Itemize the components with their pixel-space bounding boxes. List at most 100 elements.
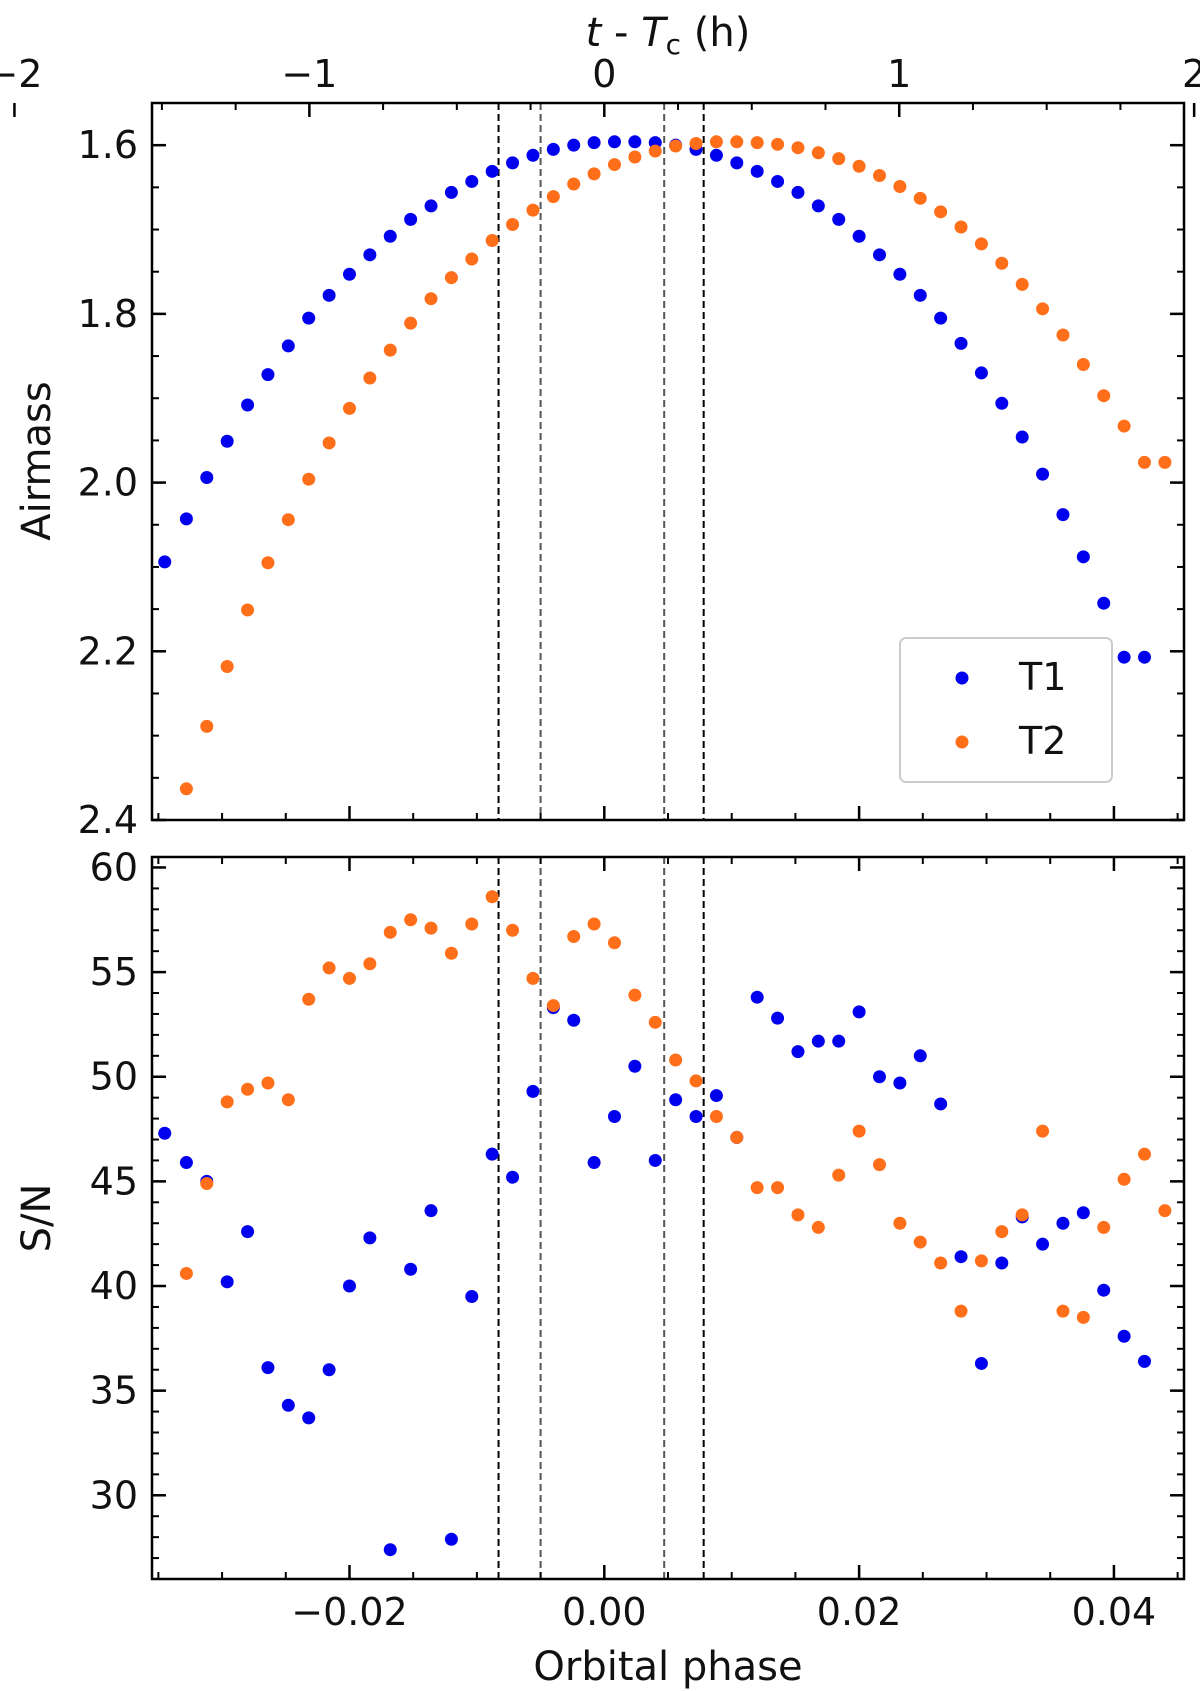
snr-point-t1-45 bbox=[1076, 1206, 1090, 1220]
airmass-point-t2-16 bbox=[506, 217, 520, 231]
snr-vlines bbox=[497, 857, 705, 1579]
snr-point-t1-33 bbox=[832, 1034, 846, 1048]
snr-point-t1-18 bbox=[526, 1084, 540, 1098]
snr-point-t1-11 bbox=[383, 1543, 397, 1557]
airmass-point-t1-43 bbox=[1036, 467, 1050, 481]
snr-point-t2-39 bbox=[974, 1254, 988, 1268]
snr-point-t2-11 bbox=[404, 913, 418, 927]
airmass-point-t2-38 bbox=[954, 220, 968, 234]
airmass-point-t2-12 bbox=[424, 292, 438, 306]
airmass-point-t2-40 bbox=[995, 256, 1009, 270]
top-axis-title-t: t bbox=[586, 10, 603, 56]
snr-xtick-label-1: 0.00 bbox=[562, 1590, 647, 1634]
airmass-point-t2-42 bbox=[1036, 302, 1050, 316]
snr-point-t1-8 bbox=[322, 1363, 336, 1377]
airmass-point-t2-7 bbox=[322, 436, 336, 450]
airmass-point-t2-34 bbox=[872, 169, 886, 183]
snr-point-t1-23 bbox=[628, 1059, 642, 1073]
airmass-point-t2-0 bbox=[179, 782, 193, 796]
snr-point-t1-30 bbox=[771, 1011, 785, 1025]
snr-point-t2-25 bbox=[689, 1074, 703, 1088]
airmass-point-t1-22 bbox=[607, 135, 621, 149]
airmass-point-t1-2 bbox=[200, 471, 214, 485]
snr-point-t2-43 bbox=[1056, 1304, 1070, 1318]
airmass-point-t1-31 bbox=[791, 185, 805, 199]
snr-ytick-label-3: 45 bbox=[90, 1159, 138, 1203]
snr-point-t2-24 bbox=[669, 1053, 683, 1067]
legend-marker-t1 bbox=[955, 671, 969, 685]
snr-point-t2-2 bbox=[220, 1095, 234, 1109]
airmass-point-t2-3 bbox=[241, 603, 255, 617]
snr-point-t2-47 bbox=[1138, 1147, 1152, 1161]
snr-point-t1-31 bbox=[791, 1045, 805, 1059]
legend-label-t1: T1 bbox=[1018, 655, 1066, 699]
hour-tick-label-2: 0 bbox=[592, 52, 616, 96]
snr-xtick-label-3: 0.04 bbox=[1072, 1590, 1157, 1634]
airmass-ytick-label-4: 2.4 bbox=[78, 798, 138, 842]
airmass-point-t1-13 bbox=[424, 199, 438, 213]
airmass-point-t2-17 bbox=[526, 203, 540, 217]
airmass-point-t2-25 bbox=[689, 136, 703, 150]
snr-point-t1-15 bbox=[465, 1289, 479, 1303]
snr-point-t2-23 bbox=[648, 1015, 662, 1029]
airmass-point-t2-44 bbox=[1076, 357, 1090, 371]
airmass-point-t1-15 bbox=[465, 174, 479, 188]
snr-point-t1-14 bbox=[444, 1532, 458, 1546]
snr-point-t2-35 bbox=[893, 1216, 907, 1230]
snr-points bbox=[158, 890, 1172, 1557]
airmass-ytick-label-2: 2.0 bbox=[78, 461, 138, 505]
snr-point-t1-43 bbox=[1036, 1237, 1050, 1251]
snr-point-t1-39 bbox=[954, 1250, 968, 1264]
snr-frame bbox=[150, 855, 1186, 1581]
airmass-point-t2-15 bbox=[485, 233, 499, 247]
snr-point-t2-48 bbox=[1158, 1204, 1172, 1218]
top-axis-title: t - Tc (h) bbox=[586, 10, 751, 61]
airmass-point-t1-37 bbox=[913, 288, 927, 302]
airmass-point-t1-47 bbox=[1117, 650, 1131, 664]
airmass-point-t2-26 bbox=[709, 135, 723, 149]
snr-point-t2-44 bbox=[1076, 1310, 1090, 1324]
airmass-points bbox=[158, 135, 1172, 796]
snr-point-t2-5 bbox=[281, 1093, 295, 1107]
snr-point-t1-38 bbox=[934, 1097, 948, 1111]
airmass-point-t1-29 bbox=[750, 164, 764, 178]
airmass-point-t2-27 bbox=[730, 135, 744, 149]
airmass-point-t1-28 bbox=[730, 156, 744, 170]
airmass-point-t2-39 bbox=[974, 237, 988, 251]
airmass-point-t1-21 bbox=[587, 136, 601, 150]
airmass-point-t2-24 bbox=[669, 139, 683, 153]
airmass-point-t1-35 bbox=[872, 248, 886, 262]
airmass-point-t2-47 bbox=[1138, 455, 1152, 469]
airmass-ytick-label-0: 1.6 bbox=[78, 123, 138, 167]
hour-tick-label-1: −1 bbox=[281, 52, 337, 96]
snr-point-t2-46 bbox=[1117, 1172, 1131, 1186]
airmass-point-t1-0 bbox=[158, 555, 172, 569]
snr-point-t1-1 bbox=[179, 1156, 193, 1170]
snr-point-t2-21 bbox=[607, 936, 621, 950]
airmass-point-t1-48 bbox=[1138, 650, 1152, 664]
airmass-point-t1-44 bbox=[1056, 508, 1070, 522]
hour-tick-label-0: −2 bbox=[0, 52, 42, 96]
airmass-point-t2-37 bbox=[934, 205, 948, 219]
snr-point-t2-36 bbox=[913, 1235, 927, 1249]
airmass-point-t1-32 bbox=[811, 199, 825, 213]
airmass-ytick-label-1: 1.8 bbox=[78, 292, 138, 336]
airmass-point-t1-5 bbox=[261, 368, 275, 382]
snr-point-t1-10 bbox=[363, 1231, 377, 1245]
airmass-point-t1-19 bbox=[546, 142, 560, 156]
snr-point-t1-24 bbox=[648, 1153, 662, 1167]
hour-tick-label-4: 2 bbox=[1182, 52, 1200, 96]
snr-xlabel: Orbital phase bbox=[533, 1644, 802, 1690]
snr-point-t1-27 bbox=[709, 1089, 723, 1103]
snr-point-t1-44 bbox=[1056, 1216, 1070, 1230]
snr-point-t1-6 bbox=[281, 1398, 295, 1412]
airmass-point-t1-18 bbox=[526, 148, 540, 162]
airmass-point-t2-18 bbox=[546, 190, 560, 204]
snr-point-t2-22 bbox=[628, 988, 642, 1002]
airmass-point-t1-4 bbox=[241, 398, 255, 412]
snr-point-t2-34 bbox=[872, 1158, 886, 1172]
airmass-point-t1-16 bbox=[485, 164, 499, 178]
snr-ticks: 30 35 40 45 50 55 60 −0.02 0.00 0.02 0.04 bbox=[90, 845, 1184, 1634]
snr-point-t1-17 bbox=[506, 1170, 520, 1184]
